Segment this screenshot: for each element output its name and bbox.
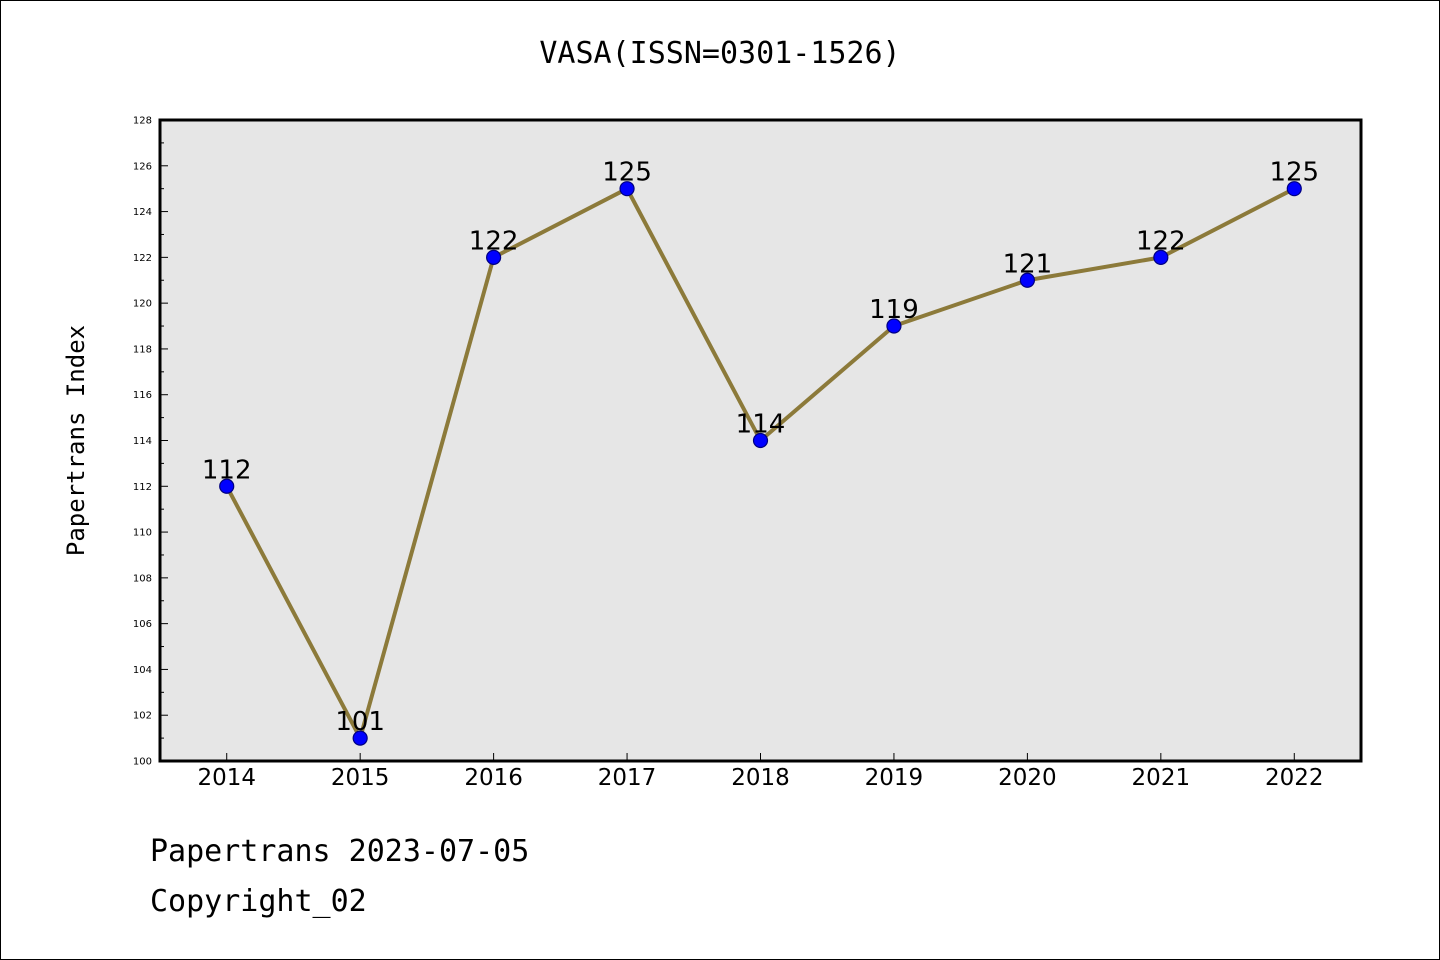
series-group [219, 181, 1302, 746]
data-labels: 112 101 122 125 114 119 121 122 125 [202, 158, 1319, 737]
y-tick-label: 112 [133, 482, 152, 493]
y-axis-label: Papertrans Index [62, 325, 90, 556]
y-tick-label: 108 [133, 573, 152, 584]
y-tick-label: 106 [133, 619, 152, 630]
y-tick-label: 128 [133, 116, 152, 127]
y-tick-label: 104 [133, 665, 152, 676]
x-axis: 2014 2015 2016 2017 2018 2019 2020 2021 2022 [197, 753, 1324, 791]
x-tick-label: 2014 [197, 765, 256, 791]
data-point [619, 181, 635, 197]
x-tick-label: 2018 [731, 765, 790, 791]
footer-date-line: Papertrans 2023-07-05 [150, 834, 530, 869]
y-tick-label: 120 [133, 299, 152, 310]
data-label: 112 [202, 455, 252, 485]
data-label: 122 [469, 226, 519, 256]
chart-title: VASA(ISSN=0301-1526) [539, 36, 901, 71]
x-tick-label: 2020 [998, 765, 1057, 791]
data-point [219, 478, 235, 494]
data-label: 125 [1269, 158, 1319, 188]
y-tick-label: 114 [133, 436, 152, 447]
x-tick-label: 2019 [865, 765, 924, 791]
data-point [1286, 181, 1302, 197]
y-tick-label: 122 [133, 253, 152, 264]
y-tick-label: 124 [133, 207, 152, 218]
x-tick-label: 2021 [1132, 765, 1191, 791]
y-tick-label: 100 [133, 757, 152, 768]
data-point [1153, 249, 1169, 265]
y-tick-label: 102 [133, 711, 152, 722]
plot-border [158, 118, 1363, 763]
y-tick-label: 116 [133, 390, 152, 401]
y-tick-label: 126 [133, 161, 152, 172]
y-axis: 100 102 104 106 108 110 112 114 116 118 120 122 124 1… [133, 116, 168, 768]
data-point [1019, 272, 1035, 288]
data-label: 101 [335, 707, 385, 737]
footer-copyright-line: Copyright_02 [150, 884, 367, 919]
data-point [486, 249, 502, 265]
data-label: 114 [736, 410, 786, 440]
y-tick-label: 118 [133, 344, 152, 355]
data-point [886, 318, 902, 334]
x-tick-label: 2017 [598, 765, 657, 791]
data-label: 121 [1003, 249, 1053, 279]
y-tick-label: 110 [133, 528, 152, 539]
data-point [352, 730, 368, 746]
data-label: 125 [602, 158, 652, 188]
x-tick-label: 2015 [331, 765, 390, 791]
data-label: 122 [1136, 226, 1186, 256]
x-tick-label: 2022 [1265, 765, 1324, 791]
x-tick-label: 2016 [464, 765, 523, 791]
data-point [752, 432, 769, 449]
data-label: 119 [869, 295, 919, 325]
